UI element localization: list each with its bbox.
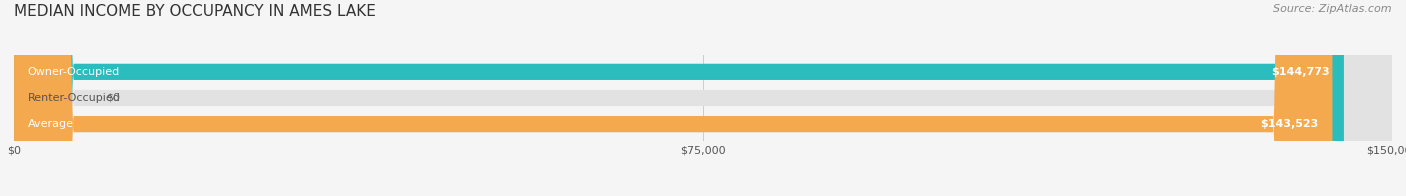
FancyBboxPatch shape [14, 0, 1392, 196]
FancyBboxPatch shape [14, 0, 1344, 196]
Text: $143,523: $143,523 [1260, 119, 1319, 129]
FancyBboxPatch shape [14, 0, 1333, 196]
Text: $0: $0 [105, 93, 120, 103]
Text: Renter-Occupied: Renter-Occupied [28, 93, 121, 103]
Text: Average: Average [28, 119, 75, 129]
Text: Source: ZipAtlas.com: Source: ZipAtlas.com [1274, 4, 1392, 14]
FancyBboxPatch shape [14, 0, 1392, 196]
FancyBboxPatch shape [14, 0, 1392, 196]
Text: MEDIAN INCOME BY OCCUPANCY IN AMES LAKE: MEDIAN INCOME BY OCCUPANCY IN AMES LAKE [14, 4, 375, 19]
Text: Owner-Occupied: Owner-Occupied [28, 67, 120, 77]
Text: $144,773: $144,773 [1271, 67, 1330, 77]
